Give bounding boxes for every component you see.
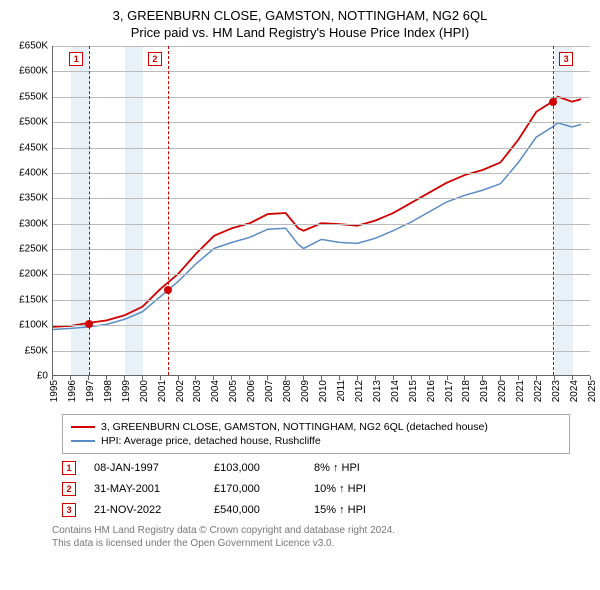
y-tick-label: £600K bbox=[19, 66, 48, 77]
y-tick-label: £0 bbox=[37, 371, 48, 382]
legend-swatch bbox=[71, 426, 95, 428]
event-price: £103,000 bbox=[214, 462, 314, 474]
legend: 3, GREENBURN CLOSE, GAMSTON, NOTTINGHAM,… bbox=[62, 414, 570, 454]
y-tick-label: £50K bbox=[25, 345, 48, 356]
event-number-box: 2 bbox=[62, 482, 76, 496]
gridline bbox=[53, 198, 590, 199]
y-tick-label: £500K bbox=[19, 117, 48, 128]
chart-container: 3, GREENBURN CLOSE, GAMSTON, NOTTINGHAM,… bbox=[0, 0, 600, 558]
gridline bbox=[53, 71, 590, 72]
plot-area: 1 2 3 bbox=[52, 46, 590, 376]
footer-line2: This data is licensed under the Open Gov… bbox=[52, 537, 570, 550]
y-tick-label: £550K bbox=[19, 91, 48, 102]
gridline bbox=[53, 351, 590, 352]
y-tick-label: £100K bbox=[19, 320, 48, 331]
price-marker-dot bbox=[549, 98, 557, 106]
legend-label: HPI: Average price, detached house, Rush… bbox=[101, 435, 321, 447]
legend-row: 3, GREENBURN CLOSE, GAMSTON, NOTTINGHAM,… bbox=[71, 421, 561, 433]
y-tick-label: £350K bbox=[19, 193, 48, 204]
series-hpi bbox=[53, 123, 581, 330]
gridline bbox=[53, 173, 590, 174]
event-price: £170,000 bbox=[214, 483, 314, 495]
event-line bbox=[168, 46, 169, 375]
event-date: 31-MAY-2001 bbox=[94, 483, 214, 495]
gridline bbox=[53, 300, 590, 301]
y-tick-label: £300K bbox=[19, 218, 48, 229]
gridline bbox=[53, 46, 590, 47]
footer-line1: Contains HM Land Registry data © Crown c… bbox=[52, 524, 570, 537]
y-tick-label: £250K bbox=[19, 244, 48, 255]
event-pct: 8% ↑ HPI bbox=[314, 462, 360, 474]
title-subtitle: Price paid vs. HM Land Registry's House … bbox=[10, 25, 590, 40]
y-tick-label: £150K bbox=[19, 294, 48, 305]
x-tick-label: 2025 bbox=[587, 380, 600, 402]
gridline bbox=[53, 97, 590, 98]
event-line bbox=[553, 46, 554, 375]
event-marker-box: 1 bbox=[69, 52, 83, 66]
chart-area: £0 £50K £100K £150K £200K £250K £300K £350K £400… bbox=[10, 46, 590, 406]
y-tick-label: £650K bbox=[19, 41, 48, 52]
event-pct: 10% ↑ HPI bbox=[314, 483, 366, 495]
event-date: 08-JAN-1997 bbox=[94, 462, 214, 474]
event-number-box: 3 bbox=[62, 503, 76, 517]
gridline bbox=[53, 148, 590, 149]
gridline bbox=[53, 122, 590, 123]
legend-label: 3, GREENBURN CLOSE, GAMSTON, NOTTINGHAM,… bbox=[101, 421, 488, 433]
footer-attribution: Contains HM Land Registry data © Crown c… bbox=[52, 524, 570, 550]
event-pct: 15% ↑ HPI bbox=[314, 504, 366, 516]
events-table: 1 08-JAN-1997£103,0008% ↑ HPI 2 31-MAY-2001… bbox=[62, 461, 570, 517]
y-tick-label: £400K bbox=[19, 167, 48, 178]
gridline bbox=[53, 274, 590, 275]
gridline bbox=[53, 325, 590, 326]
event-price: £540,000 bbox=[214, 504, 314, 516]
legend-swatch bbox=[71, 440, 95, 442]
event-date: 21-NOV-2022 bbox=[94, 504, 214, 516]
title-address: 3, GREENBURN CLOSE, GAMSTON, NOTTINGHAM,… bbox=[10, 8, 590, 23]
y-axis: £0£50K£100K£150K£200K£250K£300K£350K£400… bbox=[10, 46, 52, 376]
x-axis: 1995199619971998199920002001200220032004… bbox=[52, 376, 590, 406]
gridline bbox=[53, 224, 590, 225]
y-tick-label: £200K bbox=[19, 269, 48, 280]
event-marker-box: 2 bbox=[148, 52, 162, 66]
gridline bbox=[53, 249, 590, 250]
series-price_paid bbox=[53, 97, 581, 327]
event-marker-box: 3 bbox=[559, 52, 573, 66]
price-marker-dot bbox=[164, 286, 172, 294]
legend-row: HPI: Average price, detached house, Rush… bbox=[71, 435, 561, 447]
price-marker-dot bbox=[85, 320, 93, 328]
event-row: 2 31-MAY-2001£170,00010% ↑ HPI bbox=[62, 482, 570, 496]
event-row: 1 08-JAN-1997£103,0008% ↑ HPI bbox=[62, 461, 570, 475]
event-row: 3 21-NOV-2022£540,00015% ↑ HPI bbox=[62, 503, 570, 517]
y-tick-label: £450K bbox=[19, 142, 48, 153]
title-block: 3, GREENBURN CLOSE, GAMSTON, NOTTINGHAM,… bbox=[10, 8, 590, 40]
event-number-box: 1 bbox=[62, 461, 76, 475]
